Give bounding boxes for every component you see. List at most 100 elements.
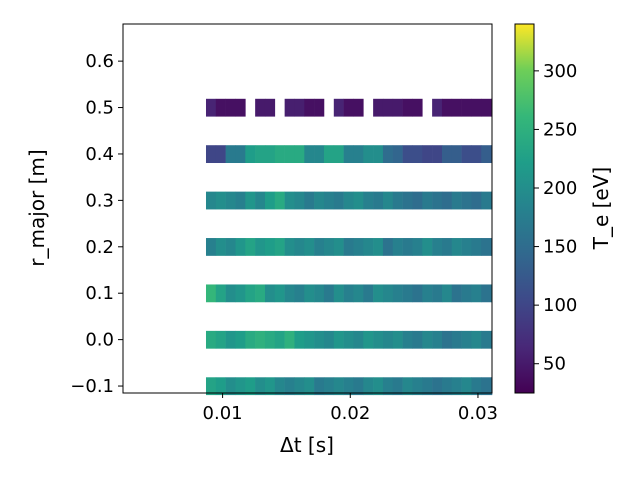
heatmap-cell: [235, 191, 246, 210]
heatmap-cell: [205, 238, 217, 256]
heatmap-cell: [314, 330, 325, 349]
heatmap-cell: [235, 377, 246, 396]
heatmap-cell: [353, 330, 364, 349]
heatmap-cell: [353, 191, 364, 210]
heatmap-cell: [382, 330, 394, 349]
heatmap-cells: [205, 98, 493, 396]
heatmap-cell: [422, 238, 433, 256]
colorbar-label: T_e [eV]: [589, 167, 613, 250]
colorbar-tick-label: 100: [543, 295, 577, 316]
heatmap-cell: [363, 284, 374, 303]
heatmap-cell: [422, 284, 433, 303]
heatmap-cell: [235, 145, 246, 164]
heatmap-cell: [343, 145, 354, 164]
heatmap-cell: [382, 98, 394, 117]
heatmap-cell: [274, 238, 285, 256]
colorbar-axis: 50 100 150 200 250 300: [534, 61, 577, 375]
heatmap-cell: [343, 238, 354, 256]
colorbar-tick-label: 300: [543, 61, 577, 82]
heatmap-cell: [235, 284, 246, 303]
heatmap-cell: [333, 238, 344, 256]
heatmap-cell: [255, 330, 266, 349]
heatmap-cell: [441, 377, 453, 396]
heatmap-cell: [461, 191, 472, 210]
heatmap-cell: [402, 238, 413, 256]
heatmap-cell: [225, 98, 236, 117]
heatmap-cell: [294, 330, 305, 349]
heatmap-cell: [481, 98, 492, 117]
heatmap-cell: [432, 98, 443, 117]
heatmap-cell: [451, 98, 462, 117]
heatmap-cell: [333, 191, 344, 210]
x-axis: 0.01 0.02 0.03: [203, 393, 498, 424]
heatmap-cell: [432, 191, 443, 210]
heatmap-cell: [304, 238, 315, 256]
heatmap-cell: [382, 145, 394, 164]
heatmap-cell: [235, 238, 246, 256]
heatmap-cell: [471, 191, 482, 210]
heatmap-cell: [451, 284, 462, 303]
x-tick-label: 0.02: [330, 403, 370, 424]
heatmap-cell: [264, 191, 276, 210]
heatmap-cell: [353, 238, 364, 256]
heatmap-cell: [284, 238, 295, 256]
y-tick-label: 0.0: [85, 330, 114, 351]
heatmap-cell: [343, 377, 354, 396]
heatmap-cell: [314, 238, 325, 256]
heatmap-cell: [284, 284, 295, 303]
heatmap-cell: [343, 191, 354, 210]
heatmap-cell: [363, 145, 374, 164]
heatmap-cell: [304, 98, 315, 117]
heatmap-cell: [471, 145, 482, 164]
heatmap-cell: [215, 330, 226, 349]
heatmap-cell: [294, 145, 305, 164]
heatmap-cell: [245, 284, 256, 303]
heatmap-cell: [461, 330, 472, 349]
heatmap-cell: [284, 145, 295, 164]
heatmap-cell: [481, 238, 492, 256]
heatmap-cell: [343, 330, 354, 349]
heatmap-cell: [314, 377, 325, 396]
heatmap-cell: [284, 98, 295, 117]
heatmap-cell: [392, 238, 403, 256]
heatmap-cell: [274, 377, 285, 396]
heatmap-cell: [225, 238, 236, 256]
heatmap-cell: [323, 191, 335, 210]
x-tick-label: 0.01: [203, 403, 243, 424]
heatmap-cell: [412, 98, 423, 117]
heatmap-cell: [432, 284, 443, 303]
heatmap-cell: [441, 330, 453, 349]
heatmap-cell: [255, 98, 266, 117]
heatmap-cell: [245, 238, 256, 256]
heatmap-cell: [215, 377, 226, 396]
heatmap-cell: [284, 330, 295, 349]
heatmap-cell: [382, 238, 394, 256]
heatmap-cell: [323, 330, 335, 349]
heatmap-cell: [225, 191, 236, 210]
heatmap-cell: [264, 98, 276, 117]
heatmap-cell: [422, 377, 433, 396]
heatmap-cell: [284, 191, 295, 210]
heatmap-cell: [304, 377, 315, 396]
heatmap-cell: [481, 145, 492, 164]
heatmap-cell: [205, 98, 217, 117]
heatmap-cell: [245, 377, 256, 396]
heatmap-cell: [343, 98, 354, 117]
heatmap-cell: [412, 377, 423, 396]
heatmap-cell: [392, 191, 403, 210]
heatmap-cell: [363, 238, 374, 256]
heatmap-cell: [363, 377, 374, 396]
y-tick-label: 0.3: [85, 190, 114, 211]
heatmap-cell: [215, 98, 226, 117]
heatmap-cell: [432, 330, 443, 349]
heatmap-cell: [373, 238, 384, 256]
heatmap-cell: [255, 238, 266, 256]
heatmap-cell: [412, 330, 423, 349]
heatmap-cell: [264, 377, 276, 396]
heatmap-cell: [245, 191, 256, 210]
heatmap-cell: [205, 191, 217, 210]
heatmap-cell: [451, 191, 462, 210]
heatmap-cell: [412, 284, 423, 303]
